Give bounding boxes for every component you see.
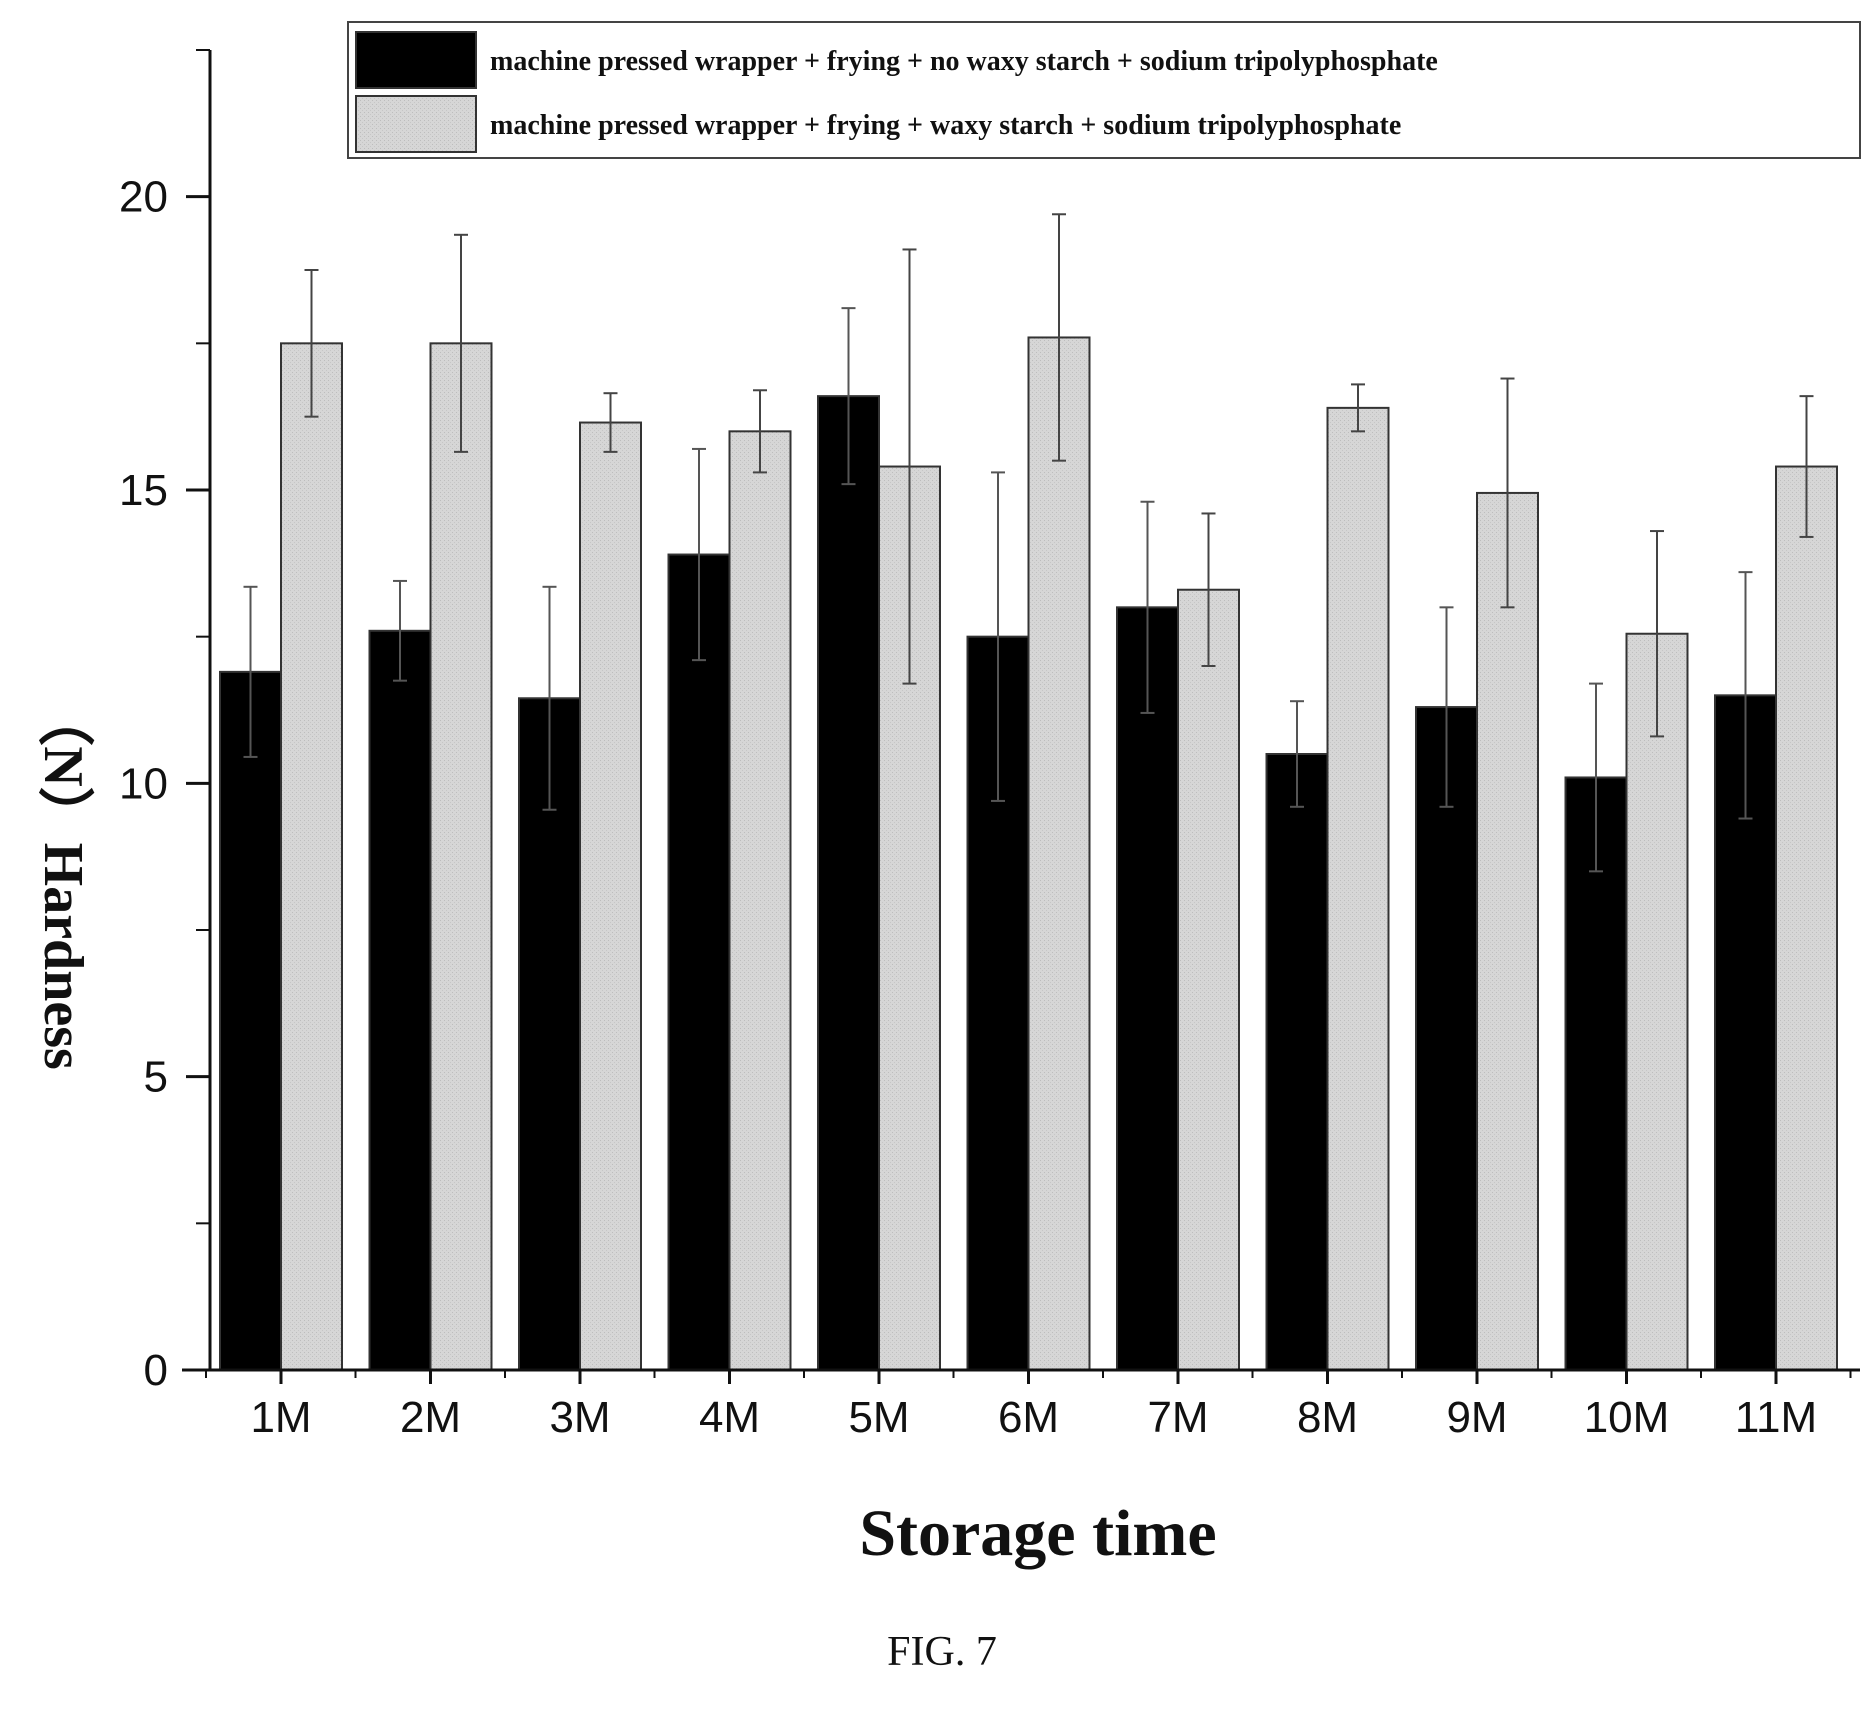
error-bar-waxy-9M (1500, 377, 1515, 609)
bar-no-waxy-5M (817, 395, 880, 1371)
bar-no-waxy-7M (1116, 606, 1179, 1371)
x-tick-label: 10M (1584, 1393, 1670, 1442)
error-bar-waxy-1M (304, 269, 319, 418)
error-bar-no-waxy-6M (991, 471, 1005, 802)
bar-no-waxy-1M (219, 670, 282, 1371)
error-bar-no-waxy-11M (1738, 571, 1753, 820)
x-tick-label: 4M (699, 1393, 760, 1442)
error-bar-no-waxy-5M (841, 307, 856, 486)
y-tick-label: 10 (119, 759, 168, 808)
bar-waxy-1M (280, 342, 343, 1371)
bar-no-waxy-8M (1265, 753, 1329, 1371)
error-bar-waxy-5M (902, 248, 917, 685)
x-tick-label: 5M (848, 1393, 909, 1442)
error-bars-layer (243, 213, 1814, 873)
error-bar-waxy-8M (1351, 383, 1365, 433)
x-tick-label: 3M (549, 1393, 610, 1442)
figure-caption: FIG. 7 (887, 1629, 997, 1675)
error-bar-waxy-10M (1650, 530, 1664, 738)
legend-label: machine pressed wrapper + frying + waxy … (490, 110, 1401, 141)
error-bar-waxy-2M (454, 233, 468, 453)
error-bar-waxy-7M (1201, 512, 1216, 667)
y-axis-title: （N）Hardness (32, 690, 95, 1070)
x-axis-title: Storage time (859, 1497, 1216, 1570)
bar-waxy-4M (728, 430, 792, 1372)
x-tick-label: 7M (1147, 1393, 1208, 1442)
y-tick-label: 20 (119, 173, 168, 222)
bar-waxy-2M (429, 342, 493, 1371)
error-bar-no-waxy-8M (1290, 700, 1304, 808)
bar-waxy-6M (1027, 336, 1091, 1371)
bar-waxy-11M (1775, 465, 1838, 1371)
error-bar-waxy-4M (753, 389, 767, 474)
legend-swatch (355, 31, 477, 89)
y-tick-label: 5 (144, 1053, 168, 1102)
y-tick-label: 0 (144, 1346, 168, 1395)
error-bar-no-waxy-9M (1439, 606, 1454, 808)
bar-waxy-3M (579, 421, 642, 1371)
legend-box (347, 21, 1861, 159)
x-tick-label: 9M (1446, 1393, 1507, 1442)
y-tick-label: 15 (119, 466, 168, 515)
x-tick-label: 6M (998, 1393, 1059, 1442)
error-bar-waxy-3M (603, 392, 618, 453)
bar-waxy-8M (1326, 406, 1390, 1372)
error-bar-no-waxy-1M (243, 585, 258, 758)
error-bar-no-waxy-4M (692, 447, 706, 662)
x-tick-label: 8M (1297, 1393, 1358, 1442)
axes-layer: 1M 2M 3M 4M 5M 6M 7M 8M 9M 10M 11M 0 5 10 15 20 (119, 49, 1860, 1442)
x-tick-label: 2M (400, 1393, 461, 1442)
error-bar-waxy-11M (1799, 395, 1814, 538)
error-bar-waxy-6M (1052, 213, 1066, 462)
bar-no-waxy-4M (667, 553, 731, 1371)
x-tick-label: 1M (250, 1393, 311, 1442)
error-bar-no-waxy-3M (542, 585, 557, 811)
legend-label: machine pressed wrapper + frying + no wa… (490, 46, 1438, 77)
bar-waxy-10M (1625, 632, 1689, 1371)
error-bar-no-waxy-2M (393, 579, 407, 682)
legend-swatch (355, 95, 477, 153)
bar-no-waxy-2M (368, 629, 432, 1371)
bars-layer (219, 336, 1838, 1372)
error-bar-no-waxy-7M (1140, 500, 1155, 714)
legend: machine pressed wrapper + frying + no wa… (347, 21, 1861, 159)
bar-waxy-9M (1476, 491, 1539, 1371)
bar-waxy-7M (1177, 588, 1240, 1371)
x-tick-label: 11M (1735, 1393, 1817, 1442)
error-bar-no-waxy-10M (1589, 682, 1603, 873)
